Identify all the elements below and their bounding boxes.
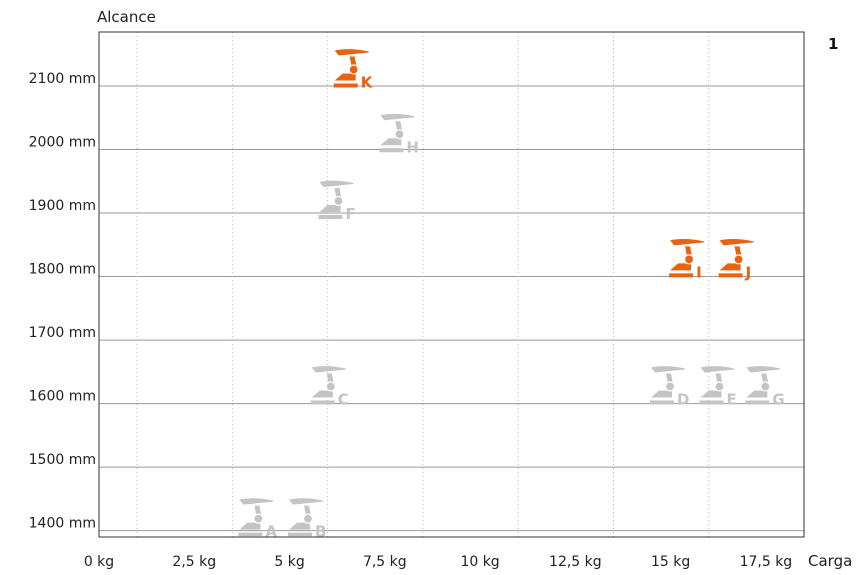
x-tick-label: 10 kg xyxy=(460,554,499,570)
x-tick-label: 5 kg xyxy=(274,554,304,570)
robot-joint xyxy=(333,195,344,207)
robot-forearm xyxy=(651,366,685,373)
x-tick-label: 2,5 kg xyxy=(172,554,216,570)
plot-frame xyxy=(98,31,805,538)
x-axis-title: Carga xyxy=(808,552,852,570)
robot-base xyxy=(650,400,674,405)
grid-layer xyxy=(99,32,804,537)
robot-forearm xyxy=(289,498,323,505)
robot-base xyxy=(310,400,335,405)
robot-forearm xyxy=(700,366,735,373)
robot-waist xyxy=(380,138,402,146)
point-label: E xyxy=(727,391,737,409)
robot-waist xyxy=(319,205,341,212)
x-tick-label: 15 kg xyxy=(651,554,690,570)
panel-number: 1 xyxy=(828,35,838,53)
y-tick-label: 1900 mm xyxy=(29,198,96,214)
robot-joint xyxy=(760,381,771,392)
robot-marker-j: J xyxy=(718,239,754,281)
robot-forearm xyxy=(380,113,415,121)
point-label: B xyxy=(315,523,326,541)
point-label: D xyxy=(677,391,689,409)
robot-waist xyxy=(670,263,692,271)
robot-base xyxy=(333,83,358,88)
robot-marker-h: H xyxy=(379,113,419,156)
robot-joint xyxy=(733,254,744,265)
y-tick-label: 1600 mm xyxy=(29,389,96,405)
point-label: F xyxy=(346,205,356,223)
y-tick-label: 2000 mm xyxy=(29,135,96,151)
point-label: H xyxy=(406,138,419,156)
robot-base xyxy=(238,532,263,537)
robot-forearm xyxy=(319,180,354,187)
robot-forearm xyxy=(746,366,781,373)
robot-marker-a: A xyxy=(238,498,277,541)
robot-base xyxy=(699,400,724,405)
robot-forearm xyxy=(311,366,346,373)
x-tick-label: 0 kg xyxy=(84,554,114,570)
y-axis-title: Alcance xyxy=(97,8,156,26)
point-label: K xyxy=(361,74,374,92)
robot-base xyxy=(288,532,312,537)
point-label: J xyxy=(745,263,752,281)
robot-marker-k: K xyxy=(333,49,374,92)
y-tick-label: 2100 mm xyxy=(29,71,96,87)
x-tick-label: 17,5 kg xyxy=(740,554,793,570)
robot-joint xyxy=(253,513,264,524)
y-tick-label: 1700 mm xyxy=(29,325,96,341)
robot-joint xyxy=(714,381,725,392)
robot-waist xyxy=(746,390,768,398)
robot-marker-b: B xyxy=(288,498,326,541)
tick-labels: 1400 mm 1500 mm 1600 mm 1700 mm 1800 mm 1900 … xyxy=(29,71,793,570)
robot-waist xyxy=(334,73,356,81)
robot-waist xyxy=(651,390,672,398)
robot-joint xyxy=(664,381,676,392)
robot-forearm xyxy=(239,498,274,505)
robot-base xyxy=(379,148,404,153)
robot-waist xyxy=(289,522,310,530)
point-label: A xyxy=(265,523,277,541)
robot-waist xyxy=(719,263,741,271)
robot-joint xyxy=(394,129,405,140)
robot-marker-g: G xyxy=(745,366,785,409)
robot-marker-e: E xyxy=(699,366,737,409)
robot-waist xyxy=(239,522,261,530)
robot-joint xyxy=(348,64,359,75)
point-label: G xyxy=(772,391,784,409)
point-label: C xyxy=(338,391,349,409)
robot-joint xyxy=(683,254,695,265)
robot-marker-d: D xyxy=(650,366,689,409)
y-tick-label: 1800 mm xyxy=(29,262,96,278)
x-tick-label: 12,5 kg xyxy=(549,554,602,570)
robot-joint xyxy=(325,381,336,392)
robot-waist xyxy=(700,390,722,398)
robot-waist xyxy=(311,390,333,398)
x-tick-label: 7,5 kg xyxy=(363,554,407,570)
robot-marker-c: C xyxy=(310,366,349,409)
y-tick-label: 1500 mm xyxy=(29,452,96,468)
robot-markers: A B C D E G F H K I J xyxy=(238,49,785,541)
robot-base xyxy=(745,400,770,405)
robot-forearm xyxy=(719,239,754,246)
robot-base xyxy=(318,215,343,219)
robot-joint xyxy=(302,513,314,524)
robot-marker-i: I xyxy=(669,239,705,281)
robot-forearm xyxy=(670,239,705,246)
point-label: I xyxy=(696,263,702,281)
robot-marker-f: F xyxy=(318,180,356,223)
robot-base xyxy=(718,273,743,278)
robot-base xyxy=(669,273,694,278)
robot-forearm xyxy=(334,49,369,56)
y-tick-label: 1400 mm xyxy=(29,516,96,532)
